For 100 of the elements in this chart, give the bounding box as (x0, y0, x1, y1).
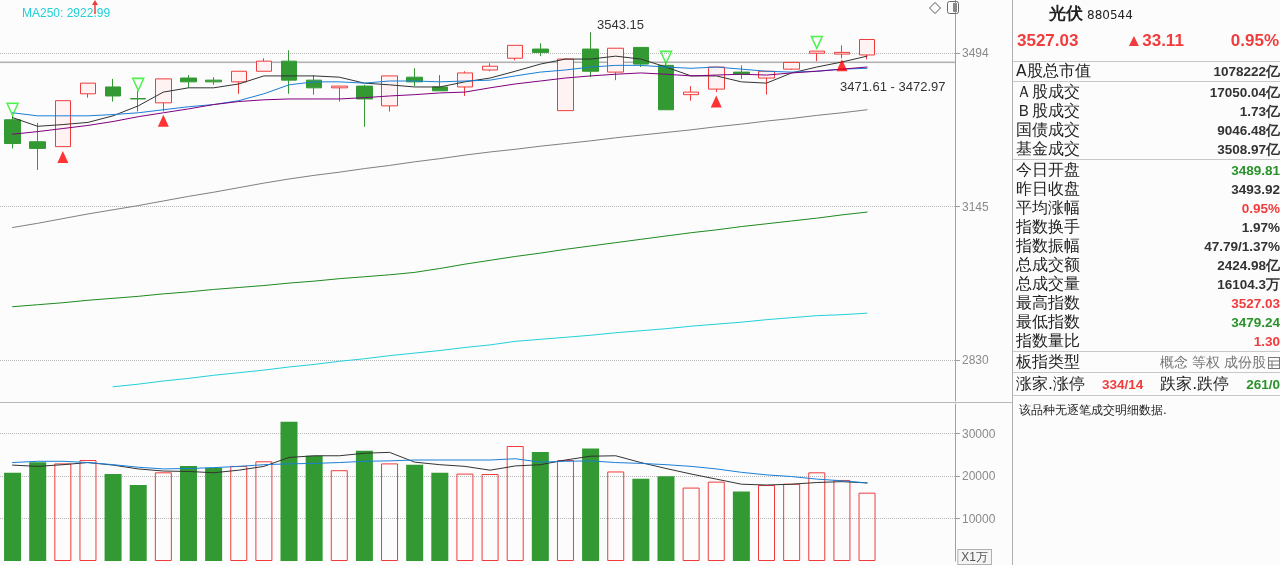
bar (406, 464, 424, 561)
line-series (112, 312, 868, 388)
line-series (12, 458, 868, 484)
candlestick (80, 82, 96, 99)
y-axis-title: X1万 (961, 550, 989, 564)
text: 指数振幅 (1016, 236, 1080, 256)
point (6, 102, 19, 117)
text: 2424.98亿 (1217, 256, 1280, 275)
candlestick (633, 46, 649, 68)
text: 16104.3万 (1217, 275, 1280, 294)
text: 17050.04亿 (1209, 83, 1280, 102)
text: 跌家.跌停 (1160, 374, 1230, 395)
bar (858, 492, 876, 561)
candlestick (482, 62, 498, 72)
annotation: 3543.15 (597, 17, 645, 33)
bar (305, 455, 323, 561)
bar (29, 462, 47, 561)
point (131, 77, 145, 92)
text: 1078222亿 (1213, 62, 1280, 81)
candlestick (231, 70, 247, 95)
text: 9046.48亿 (1217, 121, 1280, 140)
candlestick (331, 85, 348, 103)
candlestick (356, 84, 373, 128)
bar (707, 481, 725, 561)
band-label: 3471.61 - 3472.97 (839, 78, 946, 94)
line-series (12, 211, 868, 308)
text: 3493.92 (1231, 182, 1280, 197)
candlestick (834, 44, 850, 59)
bar (758, 485, 776, 561)
bar (506, 446, 524, 561)
candlestick (859, 39, 875, 60)
y-tick-label: 3494 (962, 46, 990, 61)
text: 47.79/1.37% (1204, 239, 1280, 254)
text: 334/14 (1101, 377, 1144, 392)
bar (230, 465, 248, 561)
text: 3508.97亿 (1217, 140, 1280, 159)
bar (129, 485, 147, 561)
text: 最高指数 (1016, 293, 1080, 314)
point (710, 95, 722, 108)
y-tick-label: 20000 (962, 469, 996, 484)
candlestick (532, 42, 549, 57)
bar (682, 487, 700, 561)
text: 1.97% (1241, 220, 1280, 235)
bar (833, 479, 851, 561)
bar (255, 461, 273, 561)
text: 3527.03 (1017, 31, 1079, 52)
bar (732, 491, 750, 561)
point (157, 114, 169, 127)
bar (783, 483, 801, 561)
bar (531, 451, 549, 561)
y-tick-label: 30000 (962, 426, 996, 441)
candlestick (205, 76, 222, 86)
candlestick (683, 85, 699, 102)
y-tick-label: 10000 (962, 511, 996, 526)
bar (481, 474, 499, 561)
text: 板指类型 (1016, 352, 1080, 373)
y-tick-label: 2830 (962, 353, 990, 368)
point (57, 150, 69, 163)
text: 3479.24 (1231, 315, 1280, 330)
candlestick (155, 78, 172, 112)
text: 基金成交 (1016, 139, 1080, 160)
candlestick (55, 100, 71, 148)
bar (54, 463, 72, 561)
text: 880544 (1087, 8, 1133, 22)
bar (556, 460, 574, 561)
text: 今日开盘 (1016, 160, 1080, 181)
candlestick (256, 57, 272, 72)
text: 261/0 (1246, 377, 1280, 392)
bar (456, 473, 474, 561)
text: 指数量比 (1016, 331, 1080, 352)
text: 指数换手 (1016, 217, 1080, 238)
candlestick (507, 44, 523, 61)
text: 该品种无逐笔成交明细数据. (1018, 402, 1168, 419)
bar (280, 421, 298, 561)
bar (154, 472, 172, 561)
text: 3527.03 (1231, 296, 1280, 311)
text: 3489.81 (1231, 163, 1280, 178)
text: 1.73亿 (1239, 102, 1280, 121)
point (659, 50, 673, 65)
candlestick (29, 122, 46, 171)
text: 涨家.涨停 (1016, 374, 1085, 395)
text: 总成交额 (1016, 255, 1080, 275)
text: 昨日收盘 (1016, 179, 1080, 200)
bar (330, 470, 348, 561)
text: A股总市值 (1016, 61, 1091, 82)
text: 0.95% (1241, 201, 1280, 216)
bar (582, 448, 600, 561)
text: Ａ股成交 (1016, 82, 1080, 102)
text: 1.30 (1253, 334, 1280, 349)
candlestick (809, 50, 825, 62)
point (810, 35, 824, 50)
text: 平均涨幅 (1016, 198, 1080, 218)
y-tick-label: 3145 (962, 199, 990, 214)
candlestick (557, 57, 574, 112)
candlestick (281, 49, 297, 95)
text: 0.95% (1230, 31, 1279, 52)
text: 光伏 (1049, 3, 1083, 23)
bar (381, 463, 399, 561)
text: 概念 等权 成份股 (1160, 353, 1267, 372)
candlestick (105, 78, 121, 103)
